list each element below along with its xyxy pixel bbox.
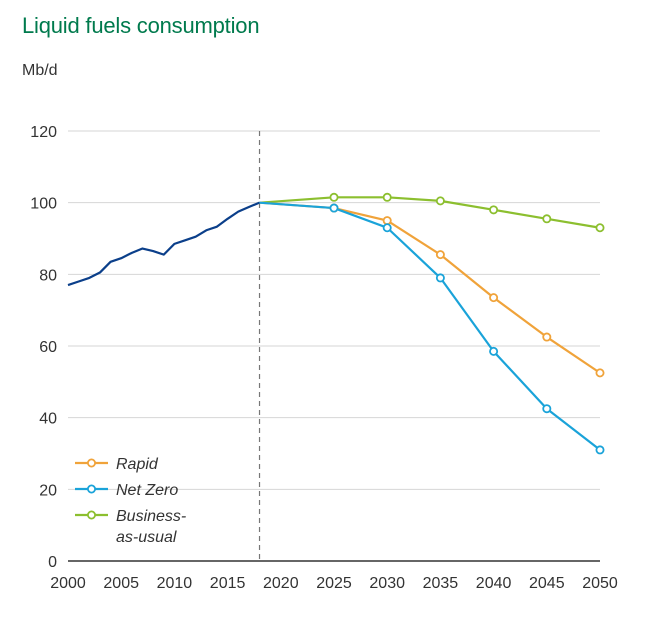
rapid-point-2035 [435, 250, 445, 260]
x-tick-2035: 2035 [423, 575, 459, 592]
x-tick-2030: 2030 [369, 575, 405, 592]
x-tick-2040: 2040 [476, 575, 512, 592]
legend-label-net-zero: Net Zero [116, 482, 178, 499]
x-tick-2020: 2020 [263, 575, 299, 592]
business-as-usual-point-2025 [329, 192, 339, 202]
series-lines [67, 196, 601, 451]
legend-label-business-as-usual-2: as-usual [116, 529, 177, 546]
history-line [67, 201, 260, 287]
gridlines [68, 130, 600, 562]
rapid-point-2045 [542, 332, 552, 342]
net-zero-point-2050 [595, 445, 605, 455]
business-as-usual-point-2050 [595, 223, 605, 233]
x-tick-2010: 2010 [157, 575, 193, 592]
legend-marker-business-as-usual [87, 510, 97, 520]
net-zero-point-2025 [329, 203, 339, 213]
x-tick-2015: 2015 [210, 575, 246, 592]
legend-label-rapid: Rapid [116, 456, 159, 473]
business-as-usual-point-2035 [435, 196, 445, 206]
business-as-usual-point-2030 [382, 192, 392, 202]
x-tick-2050: 2050 [582, 575, 618, 592]
y-tick-20: 20 [39, 482, 57, 499]
business-as-usual-point-2045 [542, 214, 552, 224]
business-as-usual-point-2040 [489, 205, 499, 215]
legend-label-business-as-usual-1: Business- [116, 508, 186, 525]
rapid-line [259, 201, 601, 374]
y-tick-40: 40 [39, 411, 57, 428]
y-tick-100: 100 [30, 196, 57, 213]
business-as-usual-line [259, 196, 601, 229]
y-tick-labels: 0 20 40 60 80 100 120 [30, 124, 57, 571]
legend-marker-rapid [87, 458, 97, 468]
y-tick-80: 80 [39, 267, 57, 284]
net-zero-line [259, 201, 601, 451]
x-tick-2025: 2025 [316, 575, 352, 592]
y-axis-unit: Mb/d [22, 62, 58, 79]
rapid-point-2030 [382, 216, 392, 226]
rapid-point-2050 [595, 368, 605, 378]
y-tick-0: 0 [48, 554, 57, 571]
series-markers [329, 192, 605, 455]
x-tick-2005: 2005 [103, 575, 139, 592]
chart-title: Liquid fuels consumption [22, 13, 260, 38]
legend: Rapid Net Zero Business-as-usual [75, 456, 186, 546]
net-zero-point-2030 [382, 223, 392, 233]
net-zero-point-2035 [435, 273, 445, 283]
y-tick-60: 60 [39, 339, 57, 356]
net-zero-point-2040 [489, 346, 499, 356]
x-tick-2045: 2045 [529, 575, 565, 592]
net-zero-point-2045 [542, 404, 552, 414]
rapid-point-2040 [489, 293, 499, 303]
x-tick-labels: 2000 2005 2010 2015 2020 2025 2030 2035 2040 2045… [50, 575, 618, 592]
y-tick-120: 120 [30, 124, 57, 141]
x-tick-2000: 2000 [50, 575, 86, 592]
legend-marker-net-zero [87, 484, 97, 494]
